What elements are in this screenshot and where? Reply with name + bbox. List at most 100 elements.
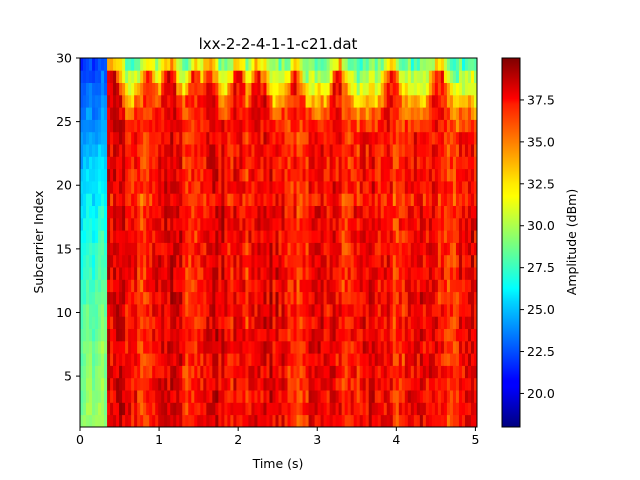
heatmap-cell [329, 377, 334, 391]
heatmap-cell [368, 58, 373, 71]
heatmap-cell [452, 107, 457, 120]
heatmap-cell [173, 70, 177, 83]
heatmap-cell [257, 414, 261, 428]
heatmap-cell [314, 279, 318, 293]
heatmap-cell [416, 377, 421, 391]
heatmap-cell [452, 58, 457, 71]
heatmap-cell [341, 242, 346, 256]
heatmap-cell [383, 58, 388, 71]
heatmap-cell [212, 414, 216, 428]
heatmap-cell [233, 168, 237, 182]
heatmap-cell [218, 107, 222, 120]
heatmap-cell [350, 353, 355, 366]
heatmap-cell [281, 267, 285, 280]
heatmap-cell [365, 254, 370, 268]
heatmap-cell [158, 82, 162, 96]
heatmap-cell [116, 402, 120, 416]
heatmap-cell [239, 279, 243, 293]
heatmap-cell [365, 340, 370, 354]
heatmap-cell [449, 168, 454, 182]
heatmap-cell [107, 131, 111, 145]
heatmap-cell [338, 230, 343, 243]
heatmap-cell [143, 414, 147, 428]
heatmap-cell [104, 119, 108, 133]
heatmap-cell [278, 144, 282, 157]
heatmap-cell [101, 119, 105, 133]
heatmap-cell [278, 402, 282, 416]
heatmap-cell [422, 70, 427, 83]
heatmap-cell [317, 402, 322, 416]
heatmap-cell [344, 279, 349, 293]
heatmap-cell [368, 131, 373, 145]
heatmap-cell [230, 217, 234, 231]
heatmap-cell [320, 365, 325, 379]
heatmap-cell [206, 94, 210, 108]
heatmap-cell [314, 156, 318, 170]
heatmap-cell [455, 242, 460, 256]
heatmap-cell [422, 205, 427, 219]
heatmap-cell [164, 377, 168, 391]
heatmap-cell [461, 279, 466, 293]
heatmap-cell [398, 119, 403, 133]
heatmap-cell [167, 328, 171, 342]
heatmap-cell [371, 107, 376, 120]
heatmap-cell [107, 402, 111, 416]
heatmap-cell [98, 107, 102, 120]
heatmap-cell [371, 131, 376, 145]
heatmap-cell [332, 107, 337, 120]
heatmap-cell [182, 107, 186, 120]
heatmap-cell [470, 414, 475, 428]
heatmap-cell [347, 340, 352, 354]
heatmap-cell [326, 168, 331, 182]
heatmap-cell [302, 107, 306, 120]
heatmap-cell [173, 377, 177, 391]
heatmap-cell [143, 340, 147, 354]
heatmap-cell [473, 217, 478, 231]
heatmap-cell [137, 377, 141, 391]
heatmap-cell [266, 304, 270, 317]
heatmap-cell [101, 193, 105, 206]
heatmap-cell [164, 328, 168, 342]
heatmap-cell [425, 304, 430, 317]
heatmap-cell [392, 267, 397, 280]
heatmap-cell [206, 414, 210, 428]
heatmap-cell [308, 353, 312, 366]
heatmap-cell [383, 254, 388, 268]
heatmap-cell [104, 340, 108, 354]
heatmap-cell [236, 291, 240, 305]
heatmap-cell [272, 230, 276, 243]
heatmap-cell [170, 168, 174, 182]
heatmap-cell [116, 328, 120, 342]
heatmap-cell [458, 328, 463, 342]
heatmap-cell [290, 58, 294, 71]
heatmap-cell [116, 107, 120, 120]
heatmap-cell [413, 230, 418, 243]
x-tick-label: 5 [471, 432, 479, 447]
heatmap-cell [329, 402, 334, 416]
heatmap-cell [257, 193, 261, 206]
heatmap-cell [329, 168, 334, 182]
heatmap-cell [221, 193, 225, 206]
heatmap-cell [167, 254, 171, 268]
heatmap-cell [245, 70, 249, 83]
heatmap-cell [125, 181, 129, 194]
heatmap-cell [242, 70, 246, 83]
heatmap-cell [173, 242, 177, 256]
heatmap-cell [98, 390, 102, 403]
heatmap-cell [209, 131, 213, 145]
plot-frame [79, 57, 478, 428]
heatmap-cell [170, 267, 174, 280]
heatmap-cell [425, 402, 430, 416]
heatmap-cell [419, 193, 424, 206]
heatmap-cell [317, 414, 322, 428]
heatmap-cell [266, 82, 270, 96]
heatmap-cell [254, 377, 258, 391]
heatmap-cell [251, 340, 255, 354]
heatmap-cell [323, 131, 328, 145]
heatmap-cell [140, 291, 144, 305]
heatmap-cell [230, 94, 234, 108]
heatmap-cell [242, 390, 246, 403]
heatmap-cell [131, 254, 135, 268]
heatmap-cell [419, 70, 424, 83]
heatmap-cell [272, 267, 276, 280]
